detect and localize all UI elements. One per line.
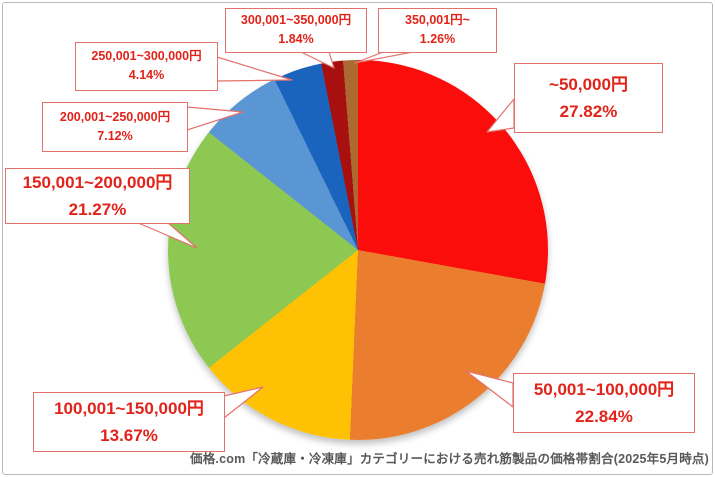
callout-50001-100000: 50,001~100,000円 22.84%: [513, 373, 695, 433]
callout-300001-350000: 300,001~350,000円 1.84%: [225, 8, 367, 53]
callout-range-label: 150,001~200,000円: [22, 173, 173, 193]
callout-percent: 13.67%: [100, 425, 158, 445]
callout-percent: 22.84%: [575, 406, 633, 426]
callout-range-label: 350,001円~: [405, 13, 470, 28]
callout-percent: 1.84%: [278, 32, 314, 46]
callout-range-label: ~50,000円: [549, 75, 628, 95]
callout-range-label: 50,001~100,000円: [533, 380, 675, 400]
callout-range-label: 200,001~250,000円: [59, 109, 171, 124]
callout-250001-300000: 250,001~300,000円 4.14%: [75, 42, 218, 91]
callout-range-label: 250,001~300,000円: [91, 49, 202, 64]
callout-percent: 7.12%: [97, 128, 133, 143]
callout-150001-200000: 150,001~200,000円 21.27%: [5, 168, 190, 224]
callout-range-label: 100,001~150,000円: [54, 399, 204, 419]
callout-over-350001: 350,001円~ 1.26%: [378, 8, 497, 53]
callout-percent: 4.14%: [128, 68, 165, 82]
pie-chart: [168, 60, 548, 440]
callout-under-50000: ~50,000円 27.82%: [514, 63, 663, 133]
callout-percent: 21.27%: [68, 199, 127, 219]
callout-200001-250000: 200,001~250,000円 7.12%: [42, 102, 188, 152]
chart-caption: 価格.com「冷蔵庫・冷凍庫」カテゴリーにおける売れ筋製品の価格帯割合(2025…: [190, 452, 709, 466]
callout-100001-150000: 100,001~150,000円 13.67%: [33, 392, 225, 452]
callout-range-label: 300,001~350,000円: [240, 13, 352, 28]
callout-percent: 1.26%: [419, 32, 456, 46]
callout-percent: 27.82%: [559, 101, 618, 121]
